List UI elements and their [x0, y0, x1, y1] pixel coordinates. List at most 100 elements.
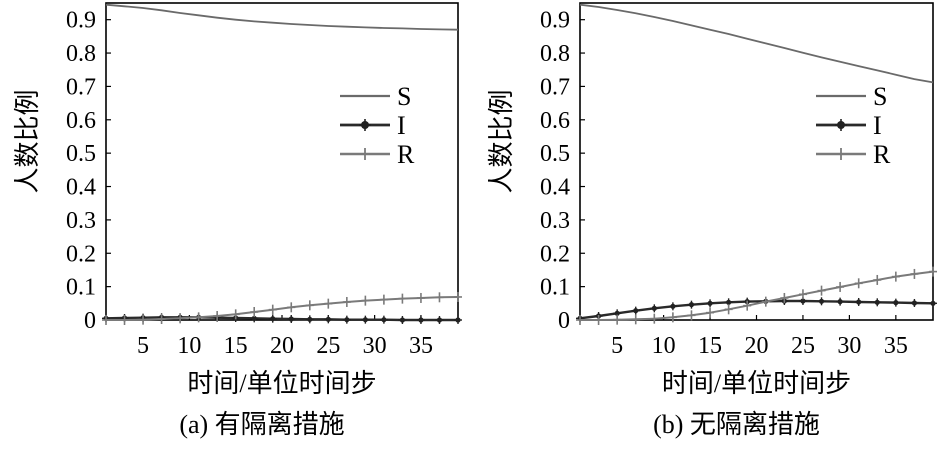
y-tick-label: 0 — [558, 308, 570, 334]
data-point-i — [306, 315, 314, 323]
x-tick-label: 25 — [791, 333, 815, 359]
data-point-i — [910, 299, 918, 307]
data-point-r — [324, 299, 332, 309]
x-axis-label: 时间/单位时间步 — [662, 369, 851, 398]
data-point-i — [632, 307, 640, 315]
legend-label: S — [397, 82, 411, 111]
legend-entry-i: I — [340, 111, 406, 140]
data-point-r — [398, 294, 406, 304]
legend-entry-i: I — [816, 111, 882, 140]
y-tick-label: 0.6 — [66, 108, 96, 134]
x-tick-label: 5 — [611, 333, 623, 359]
x-tick-label: 10 — [652, 333, 676, 359]
y-tick-label: 0.9 — [66, 8, 96, 34]
y-tick-label: 0.1 — [66, 275, 96, 301]
data-point-r — [818, 286, 826, 296]
series-s — [580, 5, 933, 83]
data-point-r — [836, 282, 844, 292]
x-tick-label: 25 — [316, 333, 340, 359]
y-tick-label: 0.9 — [540, 8, 570, 34]
x-tick-label: 30 — [363, 333, 387, 359]
legend-label: I — [397, 111, 406, 140]
data-point-r — [158, 314, 166, 324]
y-tick-label: 0.3 — [66, 208, 96, 234]
data-point-r — [417, 293, 425, 303]
y-tick-label: 0.8 — [66, 41, 96, 67]
legend-label: I — [873, 111, 882, 140]
data-point-r — [669, 312, 677, 322]
legend-label: S — [873, 82, 887, 111]
figure-caption: (a) 有隔离措施 — [179, 410, 344, 439]
x-tick-label: 20 — [745, 333, 769, 359]
data-point-i — [454, 316, 462, 324]
y-axis-label: 人数比例 — [487, 89, 516, 193]
series-line-r — [580, 272, 933, 320]
data-point-r — [176, 313, 184, 323]
data-point-r — [454, 292, 462, 302]
data-point-i — [873, 298, 881, 306]
data-point-i — [380, 316, 388, 324]
x-tick-label: 35 — [884, 333, 908, 359]
y-tick-label: 0.4 — [66, 175, 96, 201]
data-point-i — [836, 298, 844, 306]
data-point-i — [343, 316, 351, 324]
y-tick-label: 0.2 — [540, 241, 570, 267]
data-point-r — [910, 269, 918, 279]
data-point-i — [324, 315, 332, 323]
data-point-r — [121, 315, 129, 325]
data-point-r — [576, 315, 584, 325]
x-tick-label: 5 — [137, 333, 149, 359]
data-point-r — [380, 295, 388, 305]
data-point-r — [799, 289, 807, 299]
figure-caption: (b) 无隔离措施 — [653, 410, 820, 439]
data-point-i — [361, 316, 369, 324]
series-line-s — [106, 5, 458, 30]
data-point-r — [195, 312, 203, 322]
y-tick-label: 0.1 — [540, 275, 570, 301]
y-tick-label: 0.4 — [540, 175, 570, 201]
y-axis-label: 人数比例 — [13, 89, 42, 193]
series-line-s — [580, 5, 933, 83]
data-point-r — [873, 275, 881, 285]
data-point-r — [287, 302, 295, 312]
data-point-i — [855, 298, 863, 306]
x-tick-label: 10 — [177, 333, 201, 359]
data-point-r — [139, 315, 147, 325]
data-point-i — [398, 316, 406, 324]
data-point-r — [269, 305, 277, 315]
y-tick-label: 0.5 — [540, 141, 570, 167]
legend-entry-s: S — [340, 82, 411, 111]
data-point-r — [102, 315, 110, 325]
data-point-r — [613, 315, 621, 325]
x-tick-label: 15 — [224, 333, 248, 359]
data-point-i — [269, 315, 277, 323]
y-tick-label: 0.6 — [540, 108, 570, 134]
data-point-i — [929, 299, 937, 307]
data-point-r — [250, 307, 258, 317]
y-tick-label: 0.2 — [66, 241, 96, 267]
data-point-i — [706, 299, 714, 307]
data-point-r — [361, 296, 369, 306]
y-tick-label: 0.7 — [66, 74, 96, 100]
data-point-r — [892, 272, 900, 282]
x-tick-label: 20 — [270, 333, 294, 359]
y-tick-label: 0.3 — [540, 208, 570, 234]
legend-entry-r: R — [816, 140, 891, 169]
data-point-r — [343, 297, 351, 307]
y-tick-label: 0 — [84, 308, 96, 334]
data-point-r — [725, 304, 733, 314]
y-tick-label: 0.8 — [540, 41, 570, 67]
x-tick-label: 35 — [409, 333, 433, 359]
data-point-r — [706, 308, 714, 318]
data-point-i — [287, 315, 295, 323]
data-point-r — [632, 314, 640, 324]
x-tick-label: 15 — [698, 333, 722, 359]
series-s — [106, 5, 458, 30]
data-point-i — [687, 301, 695, 309]
legend-entry-s: S — [816, 82, 887, 111]
data-point-r — [929, 267, 937, 277]
data-point-r — [435, 292, 443, 302]
